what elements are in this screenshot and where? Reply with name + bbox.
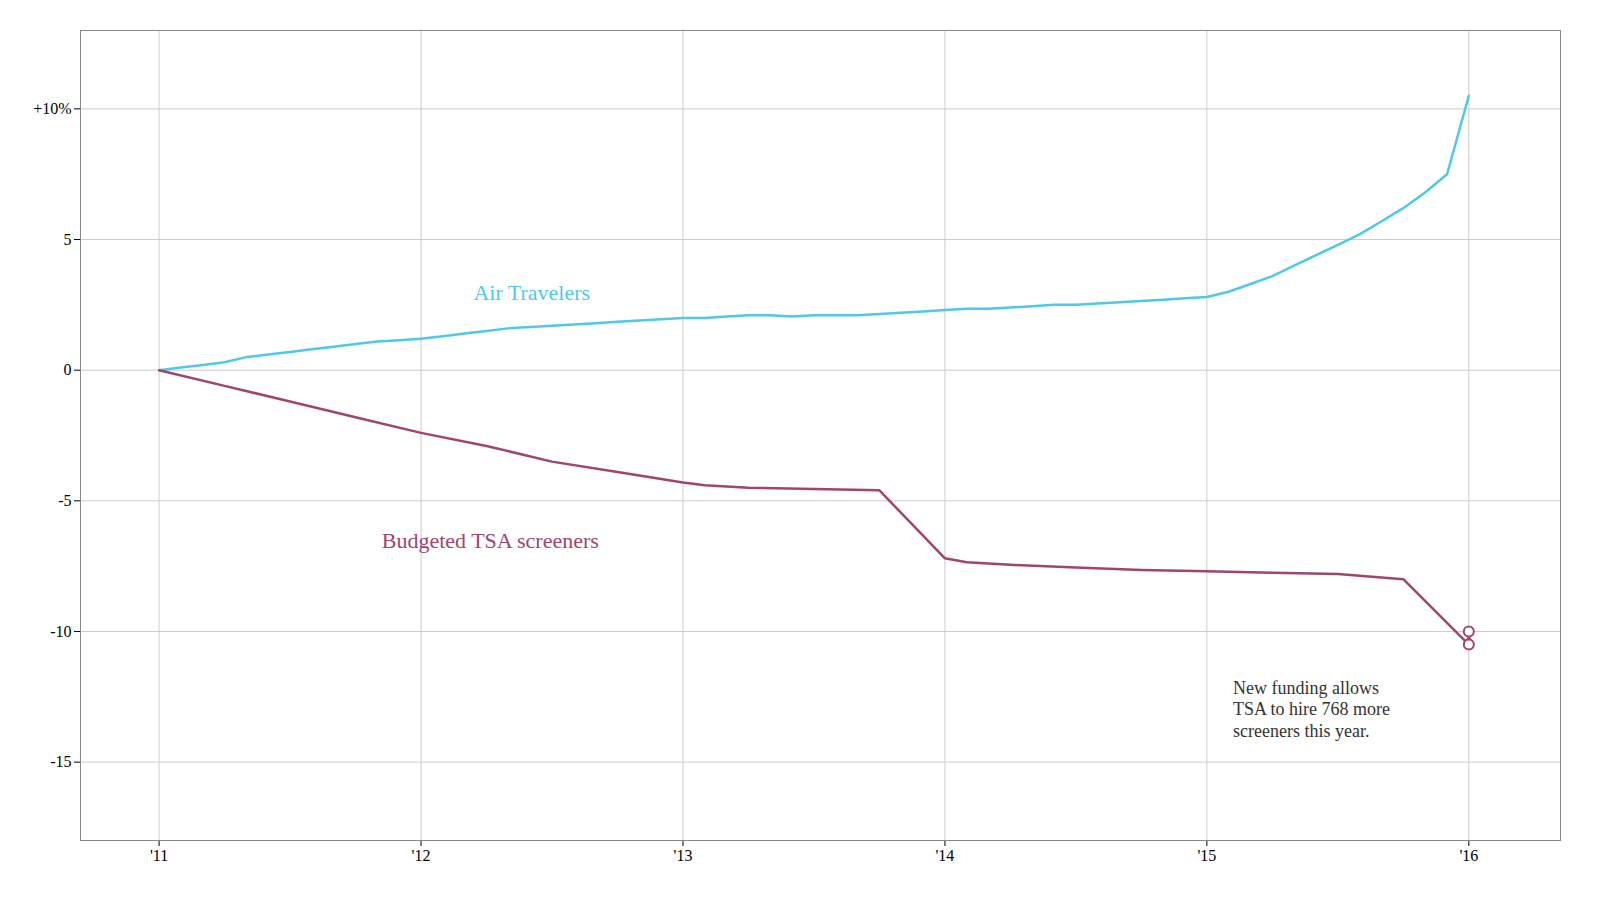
svg-text:'15: '15 <box>1197 847 1216 864</box>
svg-text:'14: '14 <box>935 847 954 864</box>
svg-text:Budgeted TSA screeners: Budgeted TSA screeners <box>382 528 599 553</box>
svg-text:0: 0 <box>64 361 72 378</box>
svg-text:-15: -15 <box>50 753 71 770</box>
svg-text:'12: '12 <box>412 847 431 864</box>
svg-text:-10: -10 <box>50 623 71 640</box>
svg-text:'16: '16 <box>1459 847 1478 864</box>
svg-text:+10%: +10% <box>33 100 71 117</box>
svg-text:Air Travelers: Air Travelers <box>473 280 590 305</box>
svg-text:5: 5 <box>64 231 72 248</box>
svg-text:'13: '13 <box>674 847 693 864</box>
svg-text:New funding allowsTSA to hire: New funding allowsTSA to hire 768 moresc… <box>1233 678 1390 741</box>
svg-text:'11: '11 <box>150 847 168 864</box>
svg-text:-5: -5 <box>58 492 71 509</box>
